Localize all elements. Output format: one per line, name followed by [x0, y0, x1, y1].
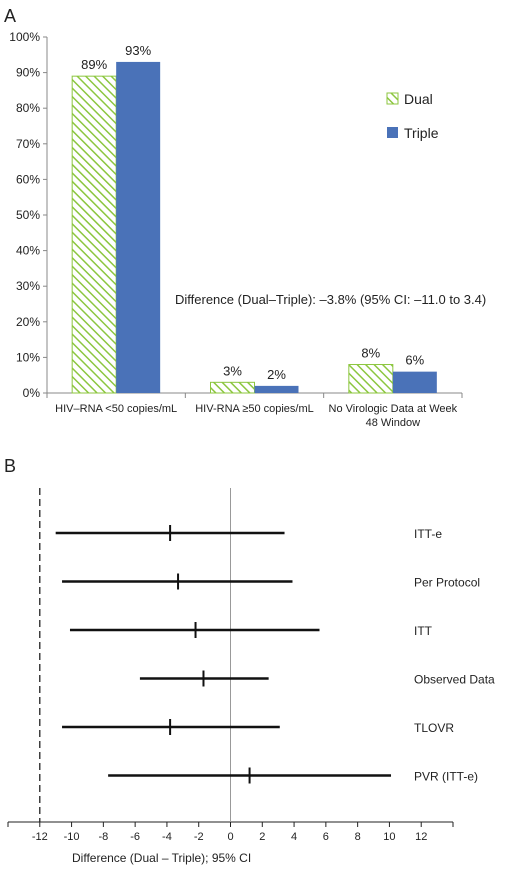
y-tick-label: 0% — [23, 386, 41, 400]
forest-x-axis-label: Difference (Dual – Triple); 95% CI — [72, 851, 251, 865]
bar-value-label: 93% — [125, 43, 151, 58]
bar-triple — [254, 385, 299, 393]
bar-chart-legend: Dual Triple — [386, 91, 439, 141]
bar-value-label: 3% — [223, 363, 242, 378]
legend-swatch-dual — [386, 92, 399, 105]
bar-chart-bars: 89% 3% 8% 93% 2% 6% — [71, 43, 437, 394]
y-tick-label: 100% — [9, 30, 40, 44]
forest-x-tick-label: -4 — [162, 831, 172, 843]
panel-a: A 0% 10% 20% 30% 40% 50% 60% 70% 80% 90% 100% HIV–R… — [4, 6, 486, 429]
panel-a-label: A — [4, 6, 16, 26]
bar-dual — [210, 381, 255, 394]
forest-plot-rows: ITT-e Per Protocol ITT Observed Data TLOVR PV… — [55, 525, 495, 784]
bar-dual — [348, 364, 394, 394]
bar-triple — [116, 61, 161, 394]
row-label: PVR (ITT-e) — [414, 770, 478, 784]
bar-value-label: 2% — [267, 367, 286, 382]
panel-b-label: B — [4, 456, 16, 476]
panel-b: B -12 -10 -8 -6 -4 -2 0 2 4 6 8 10 12 ITT-e Per Proto… — [4, 456, 495, 865]
bar-triple — [392, 371, 437, 393]
y-tick-label: 20% — [16, 315, 40, 329]
bar-value-label: 8% — [361, 346, 380, 361]
y-tick-label: 30% — [16, 279, 40, 293]
category-label: HIV-RNA ≥50 copies/mL — [195, 403, 314, 415]
forest-x-tick-label: -8 — [98, 831, 108, 843]
row-label: Observed Data — [414, 673, 495, 687]
bar-chart-axes: 0% 10% 20% 30% 40% 50% 60% 70% 80% 90% 100% HIV–RNA… — [9, 30, 463, 429]
legend-label-triple: Triple — [404, 125, 439, 141]
y-tick-label: 90% — [16, 66, 40, 80]
y-tick-label: 70% — [16, 137, 40, 151]
bar-value-label: 89% — [81, 57, 107, 72]
forest-x-tick-label: -6 — [130, 831, 140, 843]
y-tick-label: 80% — [16, 101, 40, 115]
legend-swatch-triple — [387, 127, 398, 138]
forest-x-tick-label: 0 — [227, 831, 233, 843]
category-label: HIV–RNA <50 copies/mL — [55, 403, 177, 415]
forest-plot-axes: -12 -10 -8 -6 -4 -2 0 2 4 6 8 10 12 — [7, 488, 454, 843]
y-tick-label: 50% — [16, 208, 40, 222]
forest-x-tick-label: -10 — [64, 831, 80, 843]
category-label: 48 Window — [366, 417, 420, 429]
forest-x-tick-label: 10 — [383, 831, 395, 843]
forest-x-tick-label: 2 — [259, 831, 265, 843]
forest-x-tick-label: 6 — [323, 831, 329, 843]
forest-x-tick-label: -2 — [194, 831, 204, 843]
row-label: TLOVR — [414, 721, 454, 735]
bar-value-label: 6% — [405, 353, 424, 368]
forest-x-tick-label: 12 — [415, 831, 427, 843]
category-label: No Virologic Data at Week — [329, 403, 458, 415]
forest-x-tick-label: -12 — [32, 831, 48, 843]
difference-annotation: Difference (Dual–Triple): –3.8% (95% CI:… — [175, 292, 486, 307]
forest-x-tick-label: 8 — [355, 831, 361, 843]
row-label: ITT-e — [414, 527, 442, 541]
legend-label-dual: Dual — [404, 91, 433, 107]
row-label: ITT — [414, 624, 433, 638]
y-tick-label: 10% — [16, 350, 40, 364]
row-label: Per Protocol — [414, 576, 480, 590]
forest-x-tick-label: 4 — [291, 831, 297, 843]
bar-dual — [71, 75, 117, 394]
y-tick-label: 40% — [16, 244, 40, 258]
y-tick-label: 60% — [16, 172, 40, 186]
